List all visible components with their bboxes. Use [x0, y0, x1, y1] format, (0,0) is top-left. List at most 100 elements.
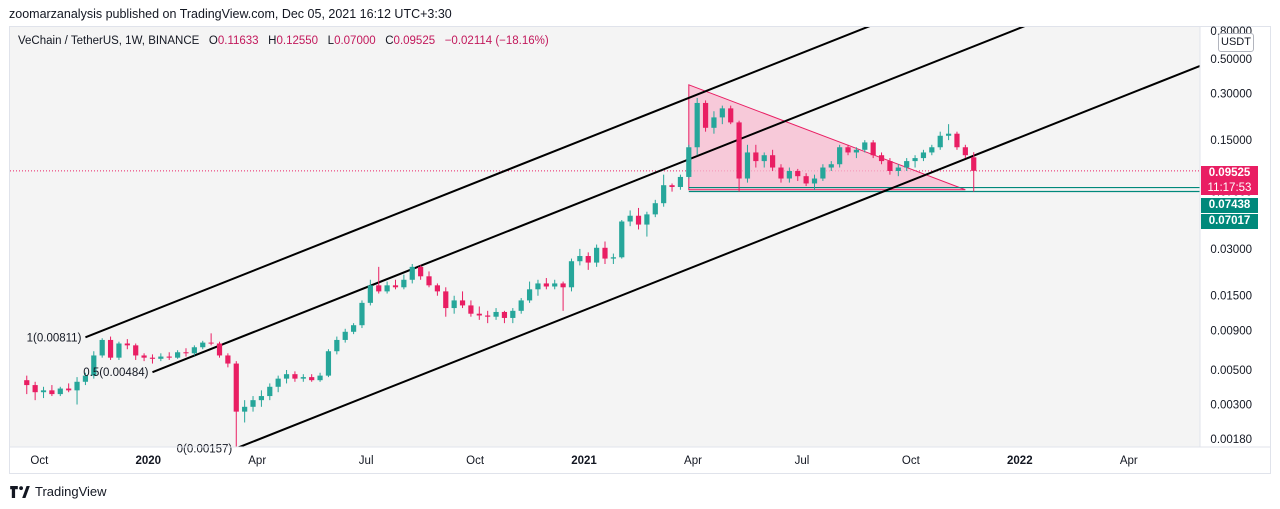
candle-body [820, 167, 826, 179]
low-label: L [327, 35, 335, 47]
level-price-tag-1: 0.07438 [1201, 198, 1258, 213]
candle-body [761, 155, 767, 162]
candle-body [133, 345, 139, 356]
plot-area[interactable] [10, 27, 1200, 447]
candle-body [770, 155, 776, 168]
candle-body [602, 247, 608, 259]
candle-body [870, 142, 876, 156]
channel-line-bottom [236, 64, 1200, 447]
publish-info: zoomarzanalysis published on TradingView… [9, 7, 452, 21]
candle-body [242, 406, 248, 412]
candle-body [40, 390, 47, 393]
candle-body [183, 352, 189, 354]
candle-body [702, 102, 709, 128]
fib-label-1: 1(0.00811) [27, 332, 82, 344]
candle-body [501, 311, 508, 318]
candle-body [258, 396, 265, 401]
last-price-tag: 0.09525 [1201, 166, 1258, 181]
candle-body [283, 374, 290, 379]
candle-body [409, 266, 415, 280]
candle-body [510, 310, 516, 318]
high-label: H [268, 35, 277, 47]
countdown-tag: 11:17:53 [1201, 181, 1258, 195]
candle-body [661, 185, 667, 204]
candle-body [552, 283, 558, 287]
price-tick-label: 0.00900 [1210, 325, 1252, 337]
candle-body [317, 375, 323, 381]
candle-body [225, 355, 231, 364]
candle-body [392, 285, 399, 288]
candle-body [803, 176, 809, 184]
candle-body [929, 147, 935, 153]
candle-body [32, 385, 38, 393]
change-value: −0.02114 (−18.16%) [444, 35, 549, 47]
candle-body [728, 108, 734, 123]
candle-body [753, 152, 759, 162]
candle-body [250, 400, 256, 407]
candle-body [694, 102, 700, 148]
candle-body [644, 214, 650, 225]
candle-body [434, 285, 440, 292]
candle-body [426, 276, 432, 286]
candle-body [49, 390, 55, 395]
candle-body [878, 155, 885, 162]
candle-body [778, 167, 784, 179]
footer-brand-label: TradingView [35, 484, 107, 499]
price-tick-label: 0.00300 [1210, 400, 1252, 412]
candle-body [216, 343, 223, 356]
candle-body [91, 355, 97, 376]
price-tick-label: 0.15000 [1210, 135, 1252, 147]
time-tick-label: Apr [1120, 455, 1138, 467]
candle-body [107, 339, 114, 358]
time-tick-label: 2020 [135, 455, 161, 467]
currency-button[interactable]: USDT [1218, 33, 1254, 52]
tradingview-brand[interactable]: TradingView [10, 484, 107, 499]
candle-body [560, 283, 566, 288]
time-tick-label: Jul [795, 455, 810, 467]
price-tick-label: 0.00500 [1210, 365, 1252, 377]
candle-body [736, 122, 742, 179]
candle-body [719, 108, 725, 118]
low-value: 0.07000 [334, 35, 376, 47]
fib-label-0: 0(0.00157) [177, 443, 233, 455]
candle-body [141, 355, 147, 358]
symbol-legend: VeChain / TetherUS, 1W, BINANCE O0.11633… [18, 35, 549, 47]
candle-body [418, 266, 424, 277]
candle-body [543, 283, 549, 287]
time-tick-label: Jul [359, 455, 374, 467]
candle-body [585, 256, 591, 263]
candle-body [962, 147, 968, 156]
candle-body [577, 256, 583, 262]
candle-body [275, 378, 281, 387]
candle-body [451, 300, 457, 309]
candle-body [493, 311, 499, 317]
candle-body [191, 347, 197, 354]
candle-body [811, 178, 818, 184]
time-tick-label: 2022 [1007, 455, 1033, 467]
time-tick-label: Apr [248, 455, 266, 467]
time-tick-label: Oct [466, 455, 485, 467]
time-tick-label: 2021 [571, 455, 597, 467]
candle-body [24, 380, 30, 386]
candle-body [350, 325, 357, 332]
candle-body [116, 343, 122, 358]
plot-layer [10, 27, 1200, 447]
candle-body [200, 342, 206, 348]
candle-body [233, 363, 239, 412]
channel-line-top [85, 27, 871, 339]
candle-body [954, 133, 960, 148]
candle-body [677, 176, 684, 187]
candle-body [99, 339, 105, 356]
candle-body [66, 388, 72, 391]
candle-body [619, 221, 625, 258]
candle-body [862, 142, 868, 150]
level-price-tag-2: 0.07017 [1201, 214, 1258, 229]
candle-body [359, 302, 365, 326]
candle-body [635, 215, 642, 225]
close-value: 0.09525 [393, 35, 436, 47]
candle-body [711, 117, 717, 128]
candle-body [610, 257, 616, 259]
candle-body [459, 300, 466, 306]
candle-body [971, 157, 977, 171]
